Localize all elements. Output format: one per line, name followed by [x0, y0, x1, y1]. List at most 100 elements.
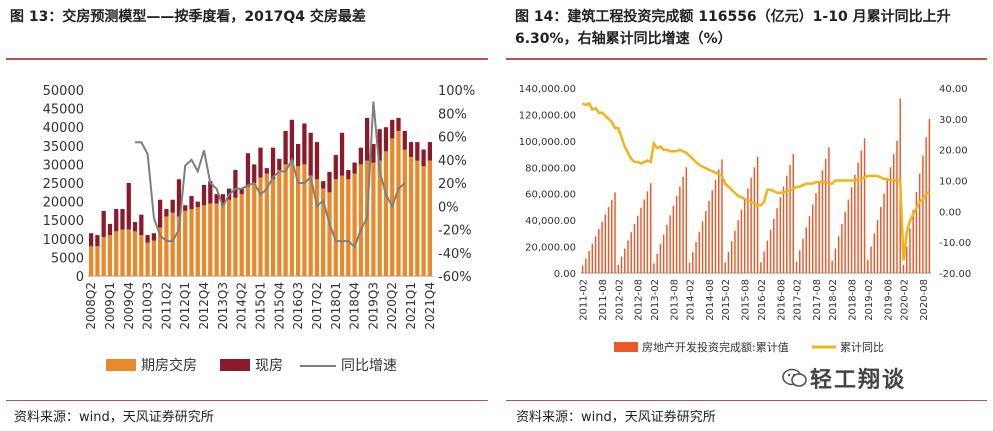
chart1-x-tick-label: 2015Q4	[272, 282, 286, 330]
chart2-bar	[636, 215, 639, 273]
chart2-bar	[666, 224, 668, 273]
chart1-bar-futures	[270, 179, 276, 276]
chart1-bar-spot	[396, 117, 401, 131]
chart1-left-tick-label: 30000	[43, 158, 84, 173]
chart1-bar-spot	[95, 235, 100, 247]
chart1-left-tick-label: 15000	[43, 214, 84, 229]
chart2-x-tick-label: 2016-02	[757, 279, 768, 321]
chart1-bar-spot	[421, 149, 426, 167]
chart1-bar-futures	[239, 194, 244, 276]
chart1-bar-futures	[302, 164, 307, 276]
chart1-bar-spot	[277, 158, 282, 170]
chart2-bar	[850, 187, 853, 273]
chart2-bar	[915, 191, 918, 273]
chart2-bar	[753, 167, 756, 273]
chart1-left-tick-label: 45000	[43, 103, 84, 118]
chart1-bar-futures	[120, 229, 125, 276]
chart1-source: 资料来源：wind，天风证券研究所	[14, 410, 214, 425]
chart1-bar-spot	[333, 155, 338, 180]
chart1-bar-spot	[346, 169, 351, 180]
chart1-right-tick-label: 60%	[438, 131, 467, 146]
chart2-bar	[662, 234, 665, 273]
chart1-bar-futures	[164, 216, 169, 276]
chart2-right-tick-label: 0.00	[939, 207, 961, 218]
chart2-bar	[692, 252, 694, 273]
chart1-bar-spot	[170, 199, 175, 213]
chart1-bar-spot	[239, 188, 244, 195]
chart1-bar-futures	[252, 183, 257, 276]
chart2-bar	[591, 243, 594, 273]
chart2-x-tick-label: 2013-02	[650, 279, 661, 321]
chart2-right-tick-label: -20.00	[939, 269, 971, 280]
chart2-bar	[857, 162, 859, 273]
chart2-bar	[688, 262, 691, 273]
chart1-left-tick-label: 25000	[43, 177, 84, 192]
chart2-bar	[867, 259, 869, 273]
chart2-left-tick-label: 20,000.00	[525, 243, 576, 254]
chart1-right-tick-label: 40%	[438, 154, 467, 169]
chart1-right-tick-label: -60%	[438, 270, 472, 285]
chart1-x-tick-label: 2010Q3	[141, 282, 155, 330]
chart1-bar-futures	[201, 205, 207, 276]
chart1-bar-futures	[402, 149, 407, 276]
chart2-bar	[821, 170, 824, 273]
chart2-bar	[805, 227, 807, 273]
chart2-bar	[922, 155, 924, 273]
chart2-bar	[837, 236, 840, 273]
chart2-bar	[711, 190, 713, 273]
chart2-bar	[656, 253, 658, 273]
chart2-bar	[773, 218, 775, 273]
chart2-x-tick-label: 2018-08	[848, 279, 859, 321]
chart1-bar-futures	[371, 162, 376, 276]
chart2-bar	[640, 207, 642, 273]
chart2-bar	[633, 223, 636, 273]
chart1-left-tick-label: 50000	[43, 84, 84, 99]
chart2-x-tick-label: 2017-02	[793, 279, 804, 321]
chart2-bar	[624, 248, 626, 273]
chart2-bar	[740, 209, 743, 273]
chart2-bar	[912, 210, 914, 273]
chart1-bar-spot	[339, 132, 345, 176]
chart1-bar-spot	[377, 129, 382, 161]
chart2-right-tick-label: 20.00	[939, 146, 968, 157]
chart1-bar-spot	[195, 201, 200, 208]
watermark-text: 轻工翔谈	[810, 368, 907, 393]
chart2-bar	[896, 140, 898, 273]
chart2-left-tick-label: 120,000.00	[519, 110, 576, 121]
chart1-bar-futures	[189, 209, 194, 276]
chart1-right-tick-label: -40%	[438, 247, 472, 262]
chart1-bar-spot	[233, 169, 238, 198]
chart2-bar	[918, 173, 921, 273]
chart2-left-tick-label: 0.00	[554, 269, 576, 280]
chart1-bar-futures	[132, 231, 138, 276]
chart1-bar-futures	[415, 160, 420, 276]
chart2-bar	[611, 199, 613, 273]
chart2-bar	[675, 196, 678, 273]
chart2-left-tick-label: 40,000.00	[525, 216, 576, 227]
chart2-title: 图 14：建筑工程投资完成额 116556（亿元）1-10 月累计同比上升 6.…	[515, 9, 951, 47]
chart2-x-tick-label: 2011-02	[579, 279, 590, 321]
chart2-bar	[818, 181, 820, 273]
chart1-bar-spot	[358, 147, 363, 165]
chart1-bar-spot	[176, 179, 182, 217]
chart2-bar	[769, 229, 772, 273]
chart2-bar	[811, 204, 814, 273]
chart2-bar	[870, 246, 872, 273]
chart2-legend-bar-label: 房地产开发投资完成额:累计值	[642, 340, 789, 354]
chart2-bar	[698, 231, 701, 273]
chart2-bar	[847, 199, 850, 273]
chart1-left-tick-label: 10000	[43, 233, 84, 248]
chart2-bar	[831, 260, 833, 273]
chart1-bar-futures	[214, 203, 219, 276]
chart1-legend-spot-label: 现房	[255, 358, 283, 374]
chart2-bar	[795, 261, 798, 273]
chart2-bar	[766, 240, 769, 273]
chart1-bar-futures	[151, 240, 156, 276]
chart2-bar	[776, 208, 778, 273]
chart2-source: 资料来源：wind，天风证券研究所	[516, 410, 716, 425]
chart1-legend-futures-label: 期房交房	[141, 357, 197, 374]
chart2-bar	[886, 180, 888, 273]
chart1-bar-spot	[308, 132, 313, 176]
chart2-bar	[601, 221, 603, 273]
